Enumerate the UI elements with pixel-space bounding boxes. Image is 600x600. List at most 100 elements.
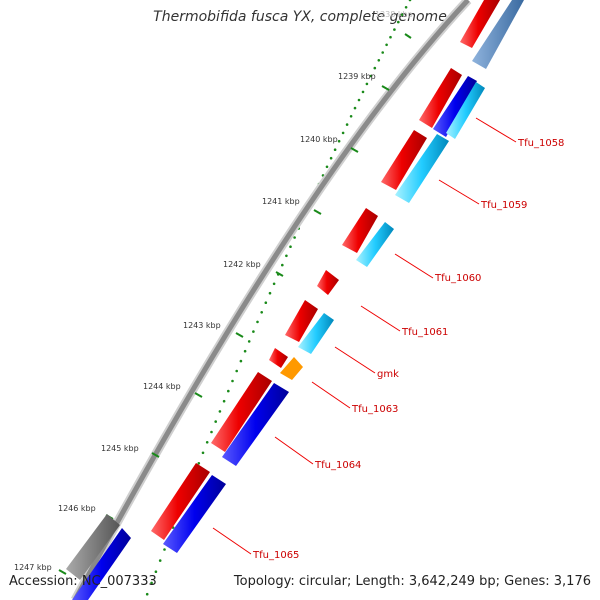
kbp-tick-mark — [350, 147, 359, 153]
tick-dot — [256, 320, 259, 324]
tick-dot — [239, 359, 243, 363]
tick-dot — [285, 254, 288, 258]
kbp-tick-label: 1239 kbp — [338, 72, 376, 81]
gene-arrow-forward[interactable] — [342, 208, 378, 253]
tick-dot — [385, 43, 388, 47]
gene-arrow-reverse[interactable] — [163, 475, 226, 553]
kbp-tick-label: 1245 kbp — [101, 444, 139, 453]
kbp-tick-mark — [194, 392, 203, 398]
tick-dot — [329, 156, 333, 160]
tick-dot — [214, 420, 217, 423]
tick-dot — [264, 301, 268, 305]
gene-arrow-reverse[interactable] — [298, 313, 334, 354]
tick-dot — [247, 340, 251, 343]
gene-arrow-forward[interactable] — [151, 463, 210, 540]
kbp-tick-mark — [381, 85, 390, 91]
gene-arrow-forward[interactable] — [269, 348, 288, 368]
tick-dot — [260, 311, 264, 314]
gene-label-tfu-1064: Tfu_1064 — [314, 460, 361, 471]
gene-label-tfu-1063: Tfu_1063 — [351, 404, 398, 415]
gene-arrow-reverse[interactable] — [446, 82, 485, 139]
tick-dot — [361, 90, 365, 94]
kbp-tick-label: 1244 kbp — [143, 382, 181, 391]
tick-dot — [389, 35, 392, 39]
kbp-tick-label: 1243 kbp — [183, 321, 221, 330]
gene-arrow-reverse[interactable] — [356, 222, 394, 267]
kbp-tick-label: 1242 kbp — [223, 260, 261, 269]
tick-dot — [268, 291, 272, 295]
tick-dot — [272, 282, 276, 286]
gene-label-tfu-1060: Tfu_1060 — [434, 273, 481, 284]
kbp-tick-label: 1246 kbp — [58, 504, 96, 513]
tick-dot — [201, 451, 205, 455]
tick-dot — [345, 123, 349, 126]
gene-arrow-reverse[interactable] — [433, 76, 477, 137]
tick-dot — [218, 410, 222, 413]
kbp-tick-mark — [404, 33, 412, 39]
gene-arrow-reverse[interactable] — [72, 528, 131, 600]
tick-dot — [243, 349, 247, 353]
tick-dot — [145, 592, 149, 596]
kbp-tick-label: 1247 kbp — [14, 563, 52, 572]
tick-dot — [400, 13, 404, 16]
tick-dot — [281, 263, 284, 267]
tick-dot — [373, 66, 377, 70]
gene-arrow-orange[interactable] — [280, 357, 303, 380]
gene-arrow-forward[interactable] — [211, 372, 272, 452]
genome-backbone — [71, 0, 472, 600]
tick-dot — [235, 369, 238, 373]
kbp-tick-label: 1241 kbp — [262, 197, 300, 206]
gene-label-tfu-1061: Tfu_1061 — [401, 327, 448, 338]
tick-dot — [150, 581, 153, 585]
tick-dot — [353, 106, 357, 110]
tick-dot — [163, 548, 166, 551]
map-title: Thermobifida fusca YX, complete genome — [153, 9, 447, 25]
kbp-tick-mark — [235, 332, 244, 338]
gene-label-tfu-1058: Tfu_1058 — [517, 138, 564, 149]
gene-arrow-other[interactable] — [66, 514, 120, 580]
tick-dot — [227, 389, 230, 393]
gene-arrow-forward[interactable] — [460, 0, 500, 48]
tick-dot — [408, 0, 412, 2]
tick-dot — [158, 559, 162, 562]
tick-dot — [222, 399, 226, 403]
tick-dot — [293, 236, 296, 239]
tick-dot — [377, 59, 381, 62]
tick-dot — [325, 165, 329, 169]
tick-dot — [341, 131, 345, 135]
kbp-tick-label: 1238 kbp — [375, 10, 413, 19]
gene-arrow-forward[interactable] — [419, 68, 462, 128]
gene-features — [66, 0, 524, 600]
tick-dot — [357, 98, 361, 102]
gene-arrow-reverse[interactable] — [395, 134, 449, 203]
gene-label-tfu-1059: Tfu_1059 — [480, 200, 527, 211]
tick-dot — [381, 51, 385, 54]
tick-dot — [369, 74, 373, 78]
gene-leader-lines — [212, 117, 517, 555]
gene-arrow-reverse[interactable] — [222, 383, 289, 466]
gene-arrow-forward[interactable] — [381, 130, 427, 190]
tick-dot — [404, 6, 408, 9]
tick-dot — [210, 430, 213, 434]
gene-labels: Tfu_1058 Tfu_1059 Tfu_1060 Tfu_1061 gmk … — [252, 138, 564, 561]
gene-arrow-forward[interactable] — [285, 300, 318, 342]
kbp-tick-mark — [275, 271, 284, 277]
tick-dot — [197, 462, 201, 465]
tick-dot — [231, 379, 234, 383]
tick-dot — [205, 441, 209, 444]
tick-dot — [289, 245, 292, 248]
kbp-tick-mark — [313, 209, 322, 215]
kbp-ticks: 1238 kbp 1239 kbp 1240 kbp 1241 kbp 1242… — [14, 10, 413, 575]
kbp-tick-mark — [58, 569, 67, 575]
tick-dot — [252, 330, 255, 333]
tick-dot — [154, 570, 158, 573]
tick-dot — [365, 82, 369, 86]
tick-dot — [397, 20, 400, 24]
tick-dot — [349, 115, 353, 118]
accession-text: Accession: NC_007333 — [9, 574, 157, 589]
gene-arrow-forward[interactable] — [317, 270, 339, 295]
tick-dot — [393, 28, 396, 31]
gene-arrow-reverse[interactable] — [472, 0, 524, 69]
